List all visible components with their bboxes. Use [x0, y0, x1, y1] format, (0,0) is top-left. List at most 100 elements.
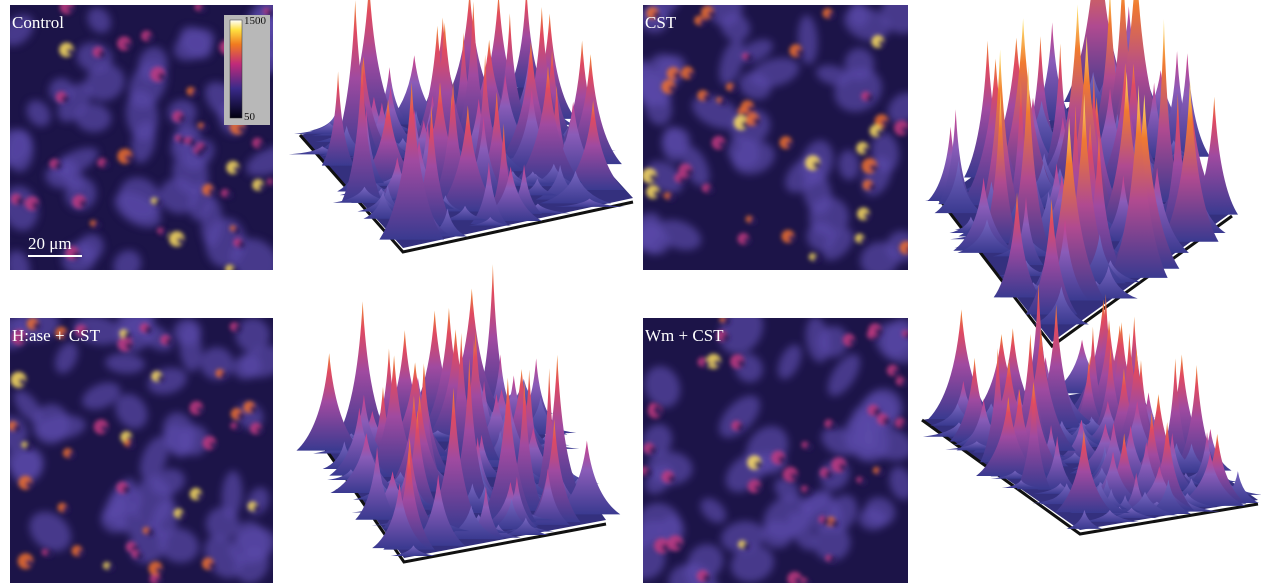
nucleus	[124, 331, 132, 339]
nucleus	[719, 141, 727, 149]
nucleus	[788, 234, 796, 242]
nucleus	[234, 325, 242, 333]
nucleus	[699, 18, 707, 26]
nucleus	[225, 191, 233, 199]
nucleus	[24, 443, 32, 451]
nucleus	[892, 368, 900, 376]
nucleus	[743, 237, 751, 245]
nucleus	[16, 197, 24, 205]
nucleus	[863, 146, 871, 154]
nucleus	[649, 446, 657, 454]
nucleus	[68, 451, 76, 459]
nucleus	[125, 154, 133, 162]
nucleus	[253, 504, 261, 512]
nucleus	[668, 475, 676, 483]
micrograph	[618, 0, 929, 282]
nucleus	[849, 338, 857, 346]
nucleus	[26, 559, 34, 567]
nucleus	[270, 180, 278, 188]
nucleus	[157, 374, 165, 382]
nucleus	[257, 141, 265, 149]
nucleus	[61, 95, 69, 103]
nucleus	[863, 212, 871, 220]
page: ControlCSTH:ase + CSTWm + CST 1500 50 20…	[0, 0, 1261, 583]
nucleus	[730, 85, 738, 93]
nucleus	[238, 240, 246, 248]
nucleus	[668, 194, 676, 202]
nucleus	[747, 105, 755, 113]
nucleus	[653, 190, 661, 198]
scale-label: 20 μm	[28, 234, 72, 253]
panels: ControlCSTH:ase + CSTWm + CST	[0, 0, 1261, 583]
nucleus	[233, 226, 241, 234]
nucleus	[127, 441, 135, 449]
surface-plot	[922, 283, 1261, 534]
surface-plot	[296, 264, 620, 562]
nucleus	[189, 139, 197, 147]
nucleus	[708, 10, 716, 18]
nucleus	[122, 486, 130, 494]
nucleus	[107, 564, 115, 572]
nucleus	[165, 338, 173, 346]
nucleus	[145, 326, 153, 334]
nucleus	[831, 520, 839, 528]
nucleus	[208, 562, 216, 570]
nucleus	[790, 472, 798, 480]
panel-label: Control	[12, 13, 64, 32]
nucleus	[178, 115, 186, 123]
colorbar-max: 1500	[244, 15, 267, 27]
nucleus	[177, 237, 185, 245]
nucleus	[900, 421, 908, 429]
nucleus	[79, 200, 87, 208]
nucleus	[868, 183, 876, 191]
panel-label: CST	[645, 13, 677, 32]
nucleus	[714, 359, 722, 367]
hotspot	[899, 241, 912, 254]
nucleus	[209, 441, 217, 449]
nucleus	[154, 199, 162, 207]
nucleus	[146, 34, 154, 42]
nucleus	[54, 162, 62, 170]
nucleus	[902, 126, 910, 134]
nucleus	[233, 166, 241, 174]
nucleus	[191, 89, 199, 97]
nucleus	[199, 5, 207, 13]
nucleus	[669, 85, 677, 93]
nucleus	[649, 174, 657, 182]
figure: ControlCSTH:ase + CSTWm + CST 1500 50 20…	[0, 0, 1261, 583]
nucleus	[77, 549, 85, 557]
nucleus	[719, 98, 727, 106]
nucleus	[883, 417, 891, 425]
nucleus	[749, 217, 757, 225]
nucleus	[875, 328, 883, 336]
nucleus	[675, 541, 683, 549]
nucleus	[256, 427, 264, 435]
nucleus	[201, 124, 209, 132]
nucleus	[146, 529, 154, 537]
nucleus	[230, 267, 238, 275]
nucleus	[906, 246, 914, 254]
nucleus	[687, 71, 695, 79]
nucleus	[813, 255, 821, 263]
nucleus	[737, 359, 745, 367]
nucleus	[876, 468, 884, 476]
nucleus	[13, 424, 21, 432]
nucleus	[101, 425, 109, 433]
nucleus	[702, 360, 710, 368]
nucleus	[238, 125, 246, 133]
nucleus	[19, 378, 27, 386]
nucleus	[124, 42, 132, 50]
nucleus	[673, 71, 681, 79]
nucleus	[703, 574, 711, 582]
nucleus	[736, 424, 744, 432]
nucleus	[237, 412, 245, 420]
nucleus	[703, 94, 711, 102]
nucleus	[813, 161, 821, 169]
nucleus	[644, 469, 652, 477]
nucleus	[829, 556, 837, 564]
surface-plot	[289, 0, 633, 252]
nucleus	[32, 201, 40, 209]
nucleus	[860, 236, 868, 244]
nucleus	[870, 164, 878, 172]
nucleus	[742, 542, 750, 550]
